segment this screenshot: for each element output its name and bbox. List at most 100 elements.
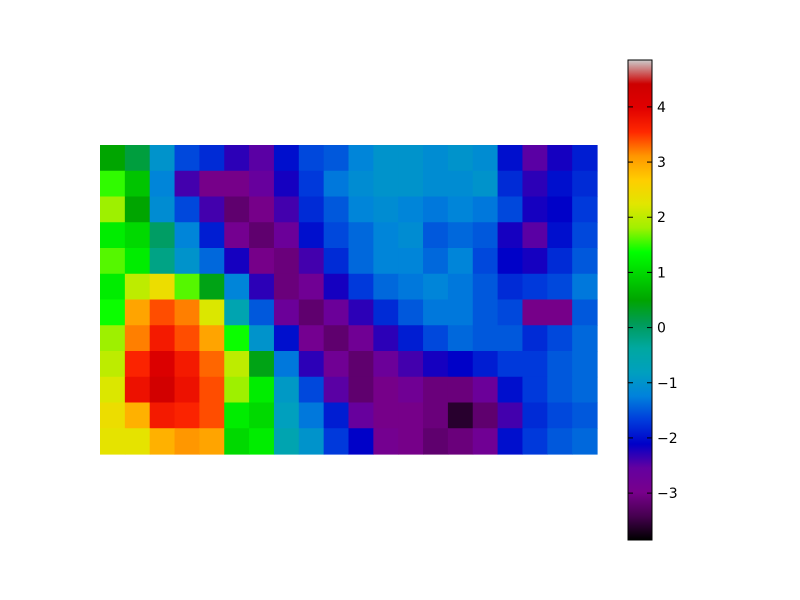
heatmap-cell (497, 273, 524, 301)
heatmap-cell (348, 170, 374, 198)
heatmap-cell (423, 248, 449, 275)
heatmap-cell (249, 222, 275, 249)
heatmap-cell (298, 299, 325, 326)
heatmap-cell (472, 145, 499, 172)
heatmap-cell (249, 170, 275, 198)
heatmap-cell (373, 170, 399, 198)
heatmap-cell (100, 428, 126, 455)
heatmap-cell (174, 196, 200, 223)
heatmap-cell (398, 325, 424, 352)
heatmap-cell (174, 376, 200, 404)
heatmap-cell (174, 325, 200, 352)
heatmap-cell (323, 248, 350, 275)
colorbar-tick-label: 1 (657, 265, 666, 281)
heatmap-cell (323, 196, 350, 223)
heatmap-cell (373, 402, 399, 429)
heatmap-cell (124, 299, 151, 326)
heatmap-cell (100, 196, 126, 223)
heatmap-cell (398, 376, 424, 404)
heatmap-cell (447, 145, 474, 172)
heatmap-cell (249, 145, 275, 172)
heatmap-cell (224, 145, 250, 172)
heatmap-cell (497, 428, 524, 455)
heatmap-cell (398, 351, 424, 378)
heatmap-cell (447, 248, 474, 275)
heatmap-cell (497, 351, 524, 378)
heatmap-cell (572, 196, 598, 223)
heatmap-cell (273, 196, 300, 223)
heatmap-cell (547, 351, 573, 378)
heatmap-cell (447, 299, 474, 326)
heatmap-cell (124, 196, 151, 223)
heatmap-cell (547, 325, 573, 352)
heatmap-cell (124, 351, 151, 378)
heatmap-cell (224, 376, 250, 404)
heatmap-cell (398, 299, 424, 326)
heatmap-cell (149, 428, 176, 455)
heatmap-cell (323, 299, 350, 326)
heatmap-cell (100, 351, 126, 378)
heatmap-cell (572, 428, 598, 455)
heatmap-cell (522, 351, 548, 378)
heatmap-cell (423, 196, 449, 223)
heatmap-cell (298, 428, 325, 455)
heatmap-cell (572, 273, 598, 301)
heatmap-cell (100, 248, 126, 275)
heatmap-cell (224, 170, 250, 198)
heatmap-cell (124, 222, 151, 249)
heatmap-cell (199, 299, 225, 326)
heatmap-cell (423, 145, 449, 172)
heatmap-cell (124, 428, 151, 455)
heatmap-cell (174, 145, 200, 172)
heatmap-cell (348, 351, 374, 378)
colorbar-tick-label: −2 (657, 431, 678, 447)
heatmap-cell (497, 145, 524, 172)
heatmap-cell (472, 222, 499, 249)
heatmap-cell (149, 196, 176, 223)
heatmap-cell (423, 428, 449, 455)
heatmap-cell (149, 402, 176, 429)
heatmap-cell (323, 402, 350, 429)
heatmap-cell (547, 196, 573, 223)
heatmap-cell (447, 428, 474, 455)
heatmap-cell (447, 402, 474, 429)
heatmap-cell (100, 145, 126, 172)
heatmap-cell (249, 402, 275, 429)
heatmap-cell (398, 145, 424, 172)
heatmap-cell (398, 170, 424, 198)
heatmap-cell (298, 145, 325, 172)
heatmap-cell (522, 428, 548, 455)
heatmap-cell (323, 325, 350, 352)
heatmap-cell (547, 170, 573, 198)
heatmap-cell (522, 196, 548, 223)
heatmap-cell (472, 248, 499, 275)
heatmap-cell (497, 170, 524, 198)
colorbar (627, 59, 653, 541)
heatmap-cell (174, 248, 200, 275)
heatmap-cell (273, 376, 300, 404)
heatmap-cell (547, 222, 573, 249)
colorbar-tick-label: 0 (657, 321, 666, 337)
heatmap-cell (572, 376, 598, 404)
heatmap-cell (497, 196, 524, 223)
colorbar-tick-label: −1 (657, 376, 678, 392)
heatmap-cell (124, 273, 151, 301)
heatmap-cell (273, 273, 300, 301)
heatmap-cell (249, 196, 275, 223)
heatmap-cell (423, 273, 449, 301)
heatmap-cell (472, 299, 499, 326)
heatmap-cell (249, 351, 275, 378)
heatmap-cell (572, 325, 598, 352)
heatmap-cell (373, 376, 399, 404)
heatmap-cell (224, 273, 250, 301)
heatmap-cell (323, 428, 350, 455)
colorbar-tick-label: 4 (657, 100, 666, 116)
heatmap-cell (398, 248, 424, 275)
heatmap-cell (547, 402, 573, 429)
heatmap-cell (100, 402, 126, 429)
heatmap-cell (522, 222, 548, 249)
heatmap-cell (472, 196, 499, 223)
heatmap-cell (472, 428, 499, 455)
heatmap-cell (348, 196, 374, 223)
